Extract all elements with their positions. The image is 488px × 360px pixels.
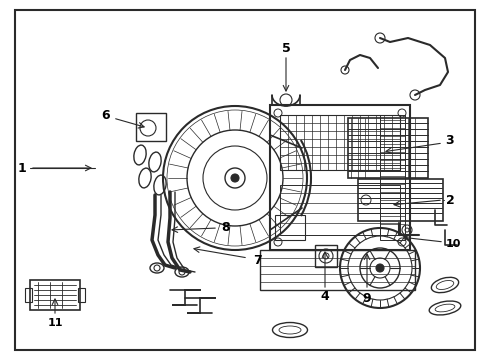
Text: 2: 2 [445,194,453,207]
Bar [78,288,85,302]
Text: 1: 1 [18,162,26,175]
Bar [25,288,32,302]
Bar [280,185,399,235]
Text: 6: 6 [102,108,110,122]
Circle shape [375,264,383,272]
Bar [357,179,442,221]
Circle shape [230,174,239,182]
Bar [269,105,409,250]
Text: 7: 7 [253,253,262,266]
Text: 4: 4 [320,289,329,302]
Text: 8: 8 [221,220,230,234]
Bar [280,115,399,170]
Bar [379,115,404,240]
Text: 9: 9 [362,292,370,305]
Text: 10: 10 [445,239,460,249]
Bar [136,113,165,141]
Bar [274,215,305,240]
Bar [314,245,336,267]
Text: 3: 3 [445,134,453,147]
Bar [260,250,414,290]
Text: 11: 11 [47,318,62,328]
Text: 5: 5 [281,41,290,54]
Bar [347,118,427,178]
Bar [30,280,80,310]
